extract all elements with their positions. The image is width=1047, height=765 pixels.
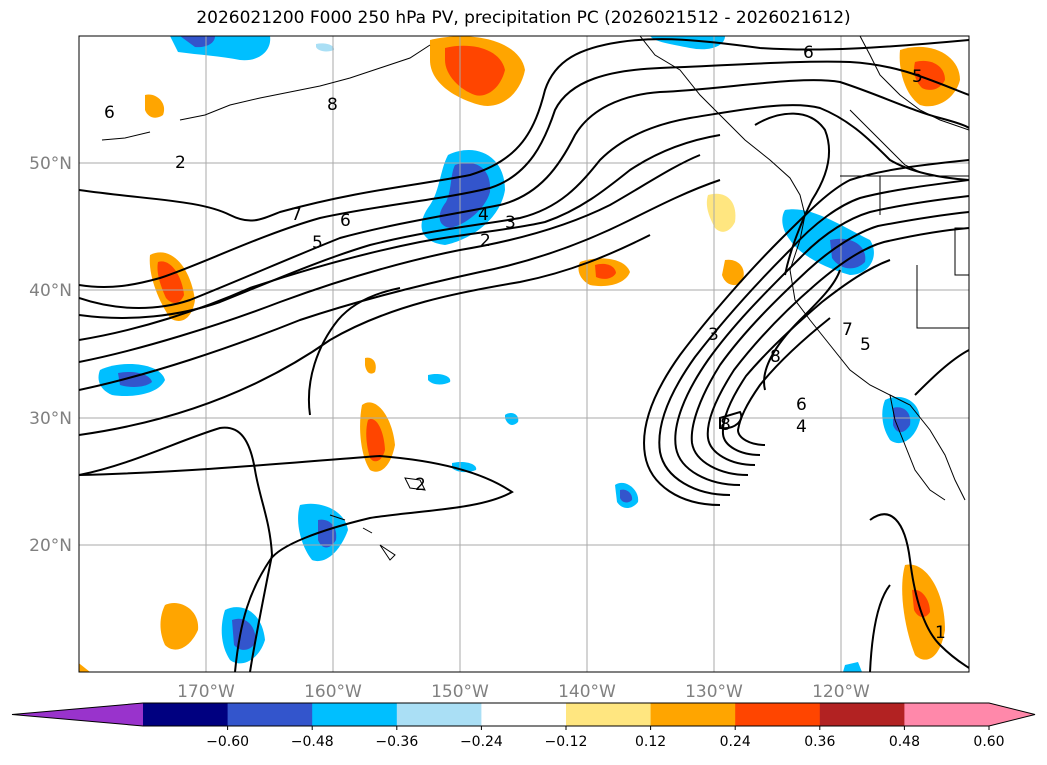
colorbar-tick-label: 0.48 (889, 734, 920, 750)
colorbar-segment (566, 703, 652, 726)
colorbar-segment (227, 703, 313, 726)
lon-label: 150°W (431, 682, 489, 702)
colorbar: −0.60 −0.48 −0.36 −0.24 −0.12 0.12 0.24 0.36 0.4… (11, 702, 1036, 750)
colorbar-extend-min (12, 703, 143, 726)
lat-label: 50°N (29, 154, 72, 174)
colorbar-tick-label: −0.48 (291, 734, 334, 750)
contour-label: 5 (860, 335, 871, 355)
precip-negative-shading (98, 36, 920, 672)
colorbar-tick-label: 0.36 (804, 734, 835, 750)
contour-label: 8 (770, 347, 781, 367)
contour-label: 3 (505, 213, 516, 233)
lon-label: 160°W (304, 682, 362, 702)
contour-label: 6 (796, 395, 807, 415)
contour-label: 6 (803, 43, 814, 63)
contour-label: 7 (842, 320, 853, 340)
colorbar-tick-label: 0.60 (973, 734, 1004, 750)
colorbar-segment (735, 703, 821, 726)
lon-label: 140°W (558, 682, 616, 702)
colorbar-extend-max (989, 703, 1035, 726)
colorbar-segment (143, 703, 229, 726)
contour-label: 1 (935, 623, 946, 643)
contour-label: 3 (708, 325, 719, 345)
longitude-labels: 170°W 160°W 150°W 140°W 130°W 120°W (177, 682, 870, 702)
contour-label: 8 (327, 95, 338, 115)
colorbar-segment (904, 703, 990, 726)
colorbar-segment (819, 703, 905, 726)
contour-label: 2 (415, 475, 426, 495)
pv-contours (79, 38, 969, 672)
colorbar-tick-label: −0.36 (375, 734, 418, 750)
colorbar-tick-label: −0.12 (545, 734, 588, 750)
map-content: 6 8 7 6 5 4 3 2 2 3 8 6 4 7 5 8 5 1 6 2 (79, 36, 969, 672)
lat-label: 30°N (29, 409, 72, 429)
colorbar-segment (312, 703, 398, 726)
colorbar-outline (11, 702, 1036, 727)
colorbar-tick-label: −0.24 (460, 734, 503, 750)
lat-label: 40°N (29, 281, 72, 301)
contour-label: 6 (340, 211, 351, 231)
graticule (79, 36, 969, 672)
latitude-labels: 50°N 40°N 30°N 20°N (29, 154, 72, 556)
contour-label: 2 (175, 153, 186, 173)
colorbar-tick-label: 0.24 (720, 734, 751, 750)
colorbar-segment (396, 703, 482, 726)
contour-label: 6 (104, 103, 115, 123)
lon-label: 130°W (685, 682, 743, 702)
contour-label: 4 (796, 417, 807, 437)
contour-label: 2 (480, 231, 491, 251)
contour-label: 5 (312, 233, 323, 253)
colorbar-tick-label: −0.60 (206, 734, 249, 750)
map-title: 2026021200 F000 250 hPa PV, precipitatio… (196, 8, 851, 28)
contour-label: 5 (912, 67, 923, 87)
contour-labels: 6 8 7 6 5 4 3 2 2 3 8 6 4 7 5 8 5 1 6 2 (104, 43, 946, 643)
map-frame (78, 35, 970, 673)
contour-label: 7 (291, 205, 302, 225)
coastlines (101, 36, 969, 561)
colorbar-segment (481, 703, 567, 726)
lon-label: 120°W (812, 682, 870, 702)
colorbar-segment (650, 703, 736, 726)
contour-label: 4 (478, 205, 489, 225)
lat-label: 20°N (29, 536, 72, 556)
lon-label: 170°W (177, 682, 235, 702)
contour-label: 8 (720, 415, 731, 435)
colorbar-tick-label: 0.12 (635, 734, 666, 750)
